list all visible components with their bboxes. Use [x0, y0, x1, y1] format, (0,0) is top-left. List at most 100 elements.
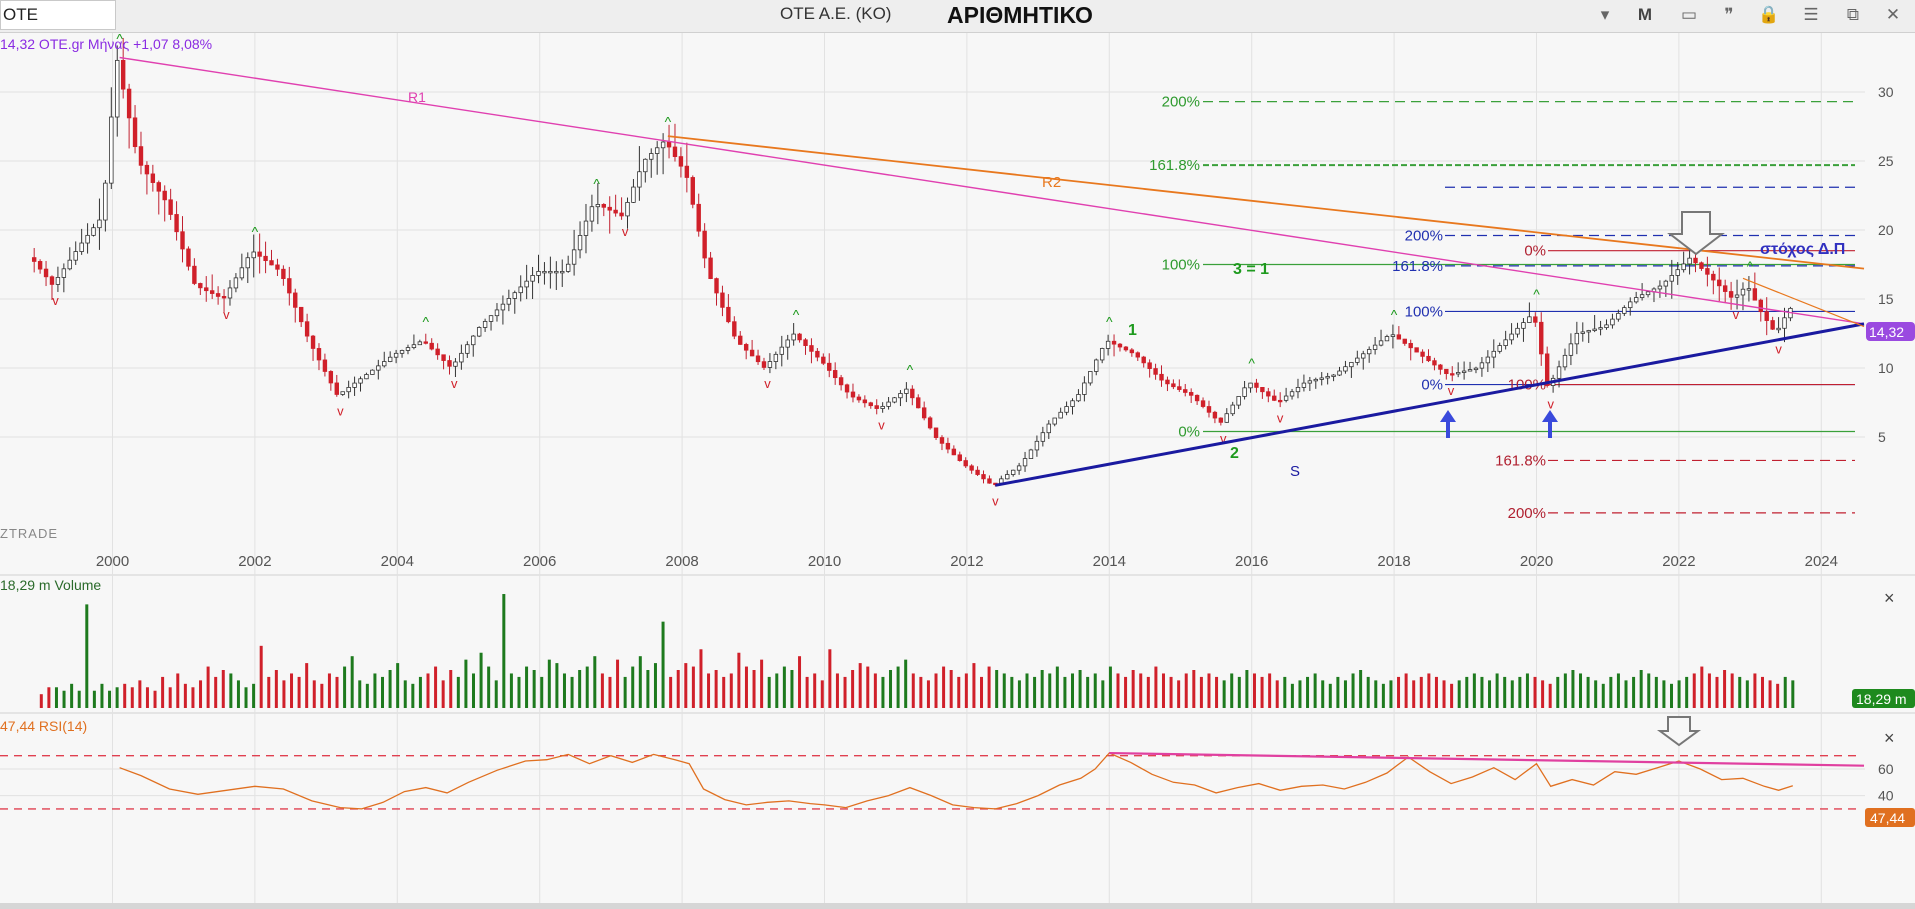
candle-body — [393, 352, 399, 358]
period-button[interactable]: M — [1637, 5, 1653, 24]
rsi-trendline — [1109, 751, 1865, 767]
volume-bar — [1571, 670, 1575, 708]
menu-icon[interactable]: ☰ — [1803, 5, 1819, 24]
candle-body — [423, 341, 428, 344]
volume-bar — [214, 676, 218, 708]
volume-bar — [176, 673, 180, 708]
y-tick-label: 30 — [1878, 84, 1894, 100]
volume-bar — [1086, 676, 1090, 708]
volume-bar — [1374, 680, 1378, 708]
volume-bar — [1434, 676, 1438, 708]
candle-body — [791, 333, 796, 341]
candle-body — [180, 231, 185, 250]
swing-low-marker: v — [1220, 431, 1227, 446]
candle-body — [429, 342, 434, 350]
candle-body — [1568, 343, 1574, 356]
candle-body — [981, 474, 986, 480]
layout-icon[interactable]: ▭ — [1680, 5, 1698, 24]
swing-high-marker: ^ — [1106, 313, 1113, 329]
volume-bar — [1245, 670, 1249, 708]
candle-body — [1515, 327, 1520, 335]
candle-body — [1070, 400, 1075, 407]
candle-body — [1444, 368, 1449, 375]
volume-close-icon[interactable]: × — [1884, 588, 1895, 608]
volume-bar — [509, 673, 513, 708]
fib-green-label: 0% — [1178, 423, 1200, 440]
candle-body — [1699, 262, 1704, 269]
lock-icon[interactable]: 🔒 — [1758, 5, 1780, 24]
candle-body — [1533, 316, 1538, 323]
candle-body — [554, 270, 559, 274]
volume-bar — [843, 676, 847, 708]
candle-body — [340, 391, 345, 395]
volume-bar — [1131, 670, 1135, 708]
candle-body — [1129, 349, 1135, 354]
volume-badge-box — [1852, 689, 1915, 708]
candle-body — [1230, 404, 1235, 415]
candle-body — [364, 374, 369, 380]
down-arrow-icon — [1667, 211, 1725, 256]
close-window-icon[interactable]: ✕ — [1885, 5, 1901, 24]
candle-body — [115, 59, 120, 118]
candle-body — [1272, 395, 1277, 401]
candle-body — [1687, 257, 1692, 265]
horizontal-scrollbar[interactable] — [0, 903, 1915, 909]
fib-red-label: 200% — [1508, 505, 1546, 522]
candle-body — [482, 321, 488, 328]
candle-body — [55, 277, 61, 285]
symbol-input[interactable]: OTE — [0, 0, 116, 30]
wave-2-label: 2 — [1230, 445, 1239, 462]
volume-bar — [456, 676, 460, 708]
volume-bar — [934, 673, 938, 708]
candle-body — [1539, 321, 1544, 355]
candle-body — [1236, 396, 1241, 406]
candle-body — [1289, 391, 1295, 397]
up-arrow-icon — [1542, 410, 1558, 438]
candle-body — [387, 356, 393, 362]
volume-bar — [1017, 680, 1021, 708]
swing-high-marker: ^ — [422, 313, 429, 329]
candle-body — [1141, 356, 1146, 364]
volume-bar — [1040, 670, 1044, 708]
candle-body — [542, 270, 547, 274]
candle-body — [797, 333, 802, 341]
candle-body — [192, 265, 197, 284]
rsi-close-icon[interactable]: × — [1884, 728, 1895, 748]
candle-body — [1740, 288, 1746, 296]
volume-bar — [1677, 680, 1681, 708]
volume-bar — [1002, 673, 1006, 708]
candle-body — [204, 287, 209, 292]
candle-body — [666, 141, 672, 148]
volume-bar — [926, 680, 930, 708]
candle-body — [1355, 357, 1360, 363]
volume-bar — [623, 676, 627, 708]
candle-body — [1218, 417, 1224, 423]
volume-bar — [479, 652, 483, 708]
candle-body — [476, 327, 482, 337]
candle-body — [1746, 288, 1752, 291]
candle-body — [1414, 347, 1419, 353]
x-tick-label: 2012 — [950, 553, 983, 570]
candle-body — [1052, 417, 1057, 425]
volume-bar — [896, 666, 900, 708]
volume-bar — [130, 687, 134, 708]
volume-bar — [449, 670, 453, 708]
restore-window-icon[interactable]: ⧉ — [1846, 5, 1860, 24]
candle-body — [518, 286, 523, 294]
candle-body — [1390, 334, 1396, 337]
candle-body — [1467, 369, 1473, 372]
comment-icon[interactable]: ❞ — [1724, 5, 1734, 24]
volume-bar — [494, 680, 498, 708]
volume-bar — [964, 673, 968, 708]
volume-bar — [532, 670, 536, 708]
dropdown-chevron-icon[interactable]: ▾ — [1600, 5, 1610, 24]
volume-bar — [1298, 680, 1302, 708]
volume-bar — [1594, 680, 1598, 708]
candle-body — [1527, 316, 1532, 323]
candle-body — [144, 164, 150, 175]
volume-bar — [1192, 670, 1196, 708]
volume-bar — [1685, 676, 1689, 708]
candle-body — [910, 388, 915, 399]
volume-bar — [790, 670, 794, 708]
